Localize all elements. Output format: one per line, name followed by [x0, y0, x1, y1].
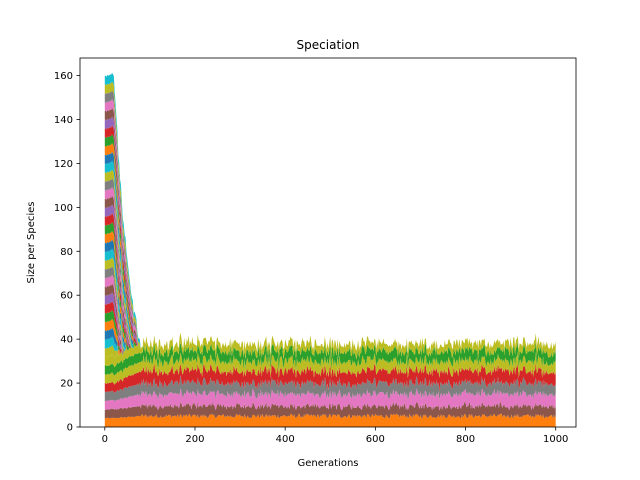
y-tick-label: 160: [54, 71, 73, 82]
x-tick-label: 800: [456, 434, 475, 445]
y-tick-label: 20: [60, 379, 73, 390]
y-axis-label: Size per Species: [26, 202, 37, 284]
survivor-species-area: [104, 375, 556, 402]
x-tick-label: 600: [366, 434, 385, 445]
y-tick-label: 80: [60, 247, 73, 258]
survivor-species-area: [104, 388, 556, 411]
x-axis-label: Generations: [298, 458, 359, 469]
x-tick-label: 0: [102, 434, 108, 445]
y-tick-label: 120: [54, 159, 73, 170]
survivor-species-area: [104, 341, 556, 376]
survivor-species-area: [104, 363, 556, 394]
axes-frame: [79, 57, 577, 428]
y-tick-label: 40: [60, 335, 73, 346]
stacked-areas: [104, 72, 556, 427]
x-axis-ticks: 0 200 400 600 800 1000: [102, 427, 568, 445]
y-tick-label: 0: [67, 423, 73, 434]
y-tick-label: 60: [60, 291, 73, 302]
survivor-species-area: [104, 413, 556, 427]
y-tick-label: 100: [54, 203, 73, 214]
survivor-species-area: [104, 332, 556, 368]
survivor-species-area: [104, 401, 556, 419]
y-tick-label: 140: [54, 115, 73, 126]
y-axis-ticks: 0 20 40 60 80 100 120 140 160: [54, 71, 80, 434]
chart-title: Speciation: [297, 38, 360, 52]
x-tick-label: 400: [276, 434, 295, 445]
x-tick-label: 1000: [543, 434, 568, 445]
x-tick-label: 200: [185, 434, 204, 445]
survivor-species-area: [104, 351, 556, 385]
